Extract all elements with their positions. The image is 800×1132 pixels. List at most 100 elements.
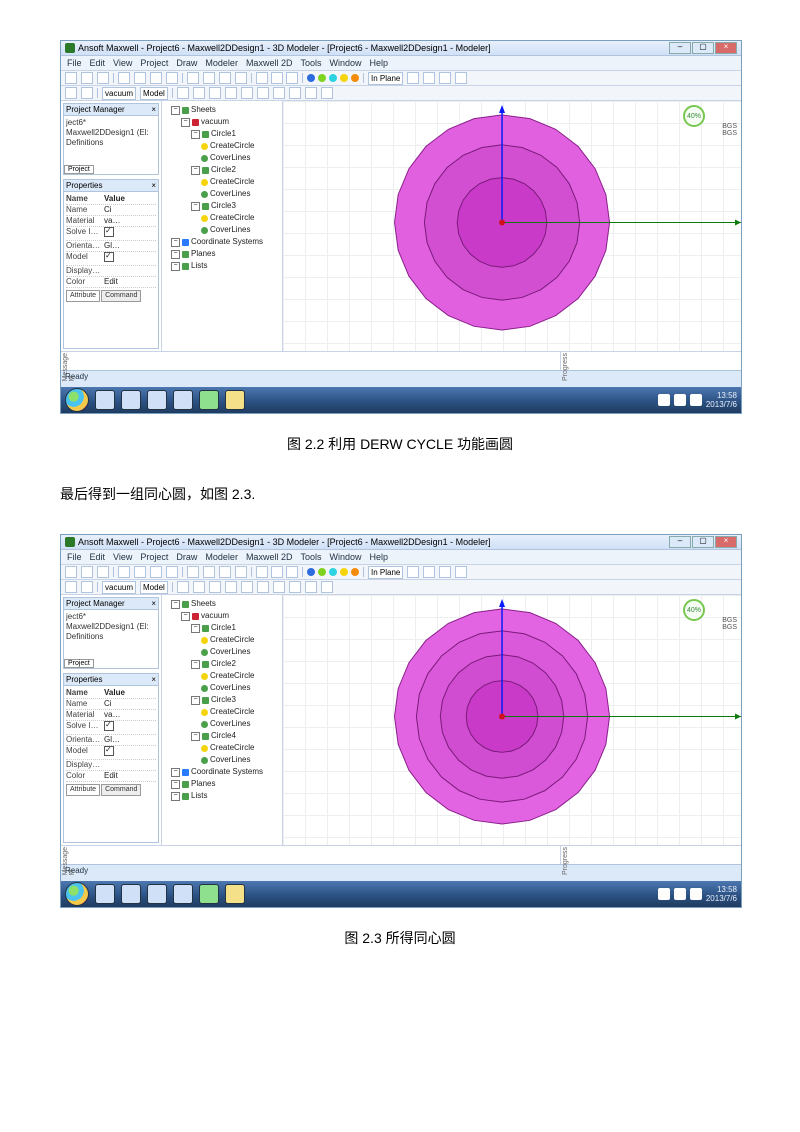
tray-icon[interactable]	[674, 888, 686, 900]
tool-button[interactable]	[439, 72, 451, 84]
tree-row[interactable]: −Circle1	[165, 622, 279, 634]
color-swatch[interactable]	[307, 568, 315, 576]
expand-icon[interactable]: −	[181, 118, 190, 127]
menu-project[interactable]: Project	[140, 58, 168, 68]
tool-button[interactable]	[225, 87, 237, 99]
pm-line[interactable]: Maxwell2DDesign1 (El:	[66, 622, 156, 632]
tree-row[interactable]: −Planes	[165, 778, 279, 790]
tray-icon[interactable]	[674, 394, 686, 406]
color-swatch[interactable]	[307, 74, 315, 82]
prop-val[interactable]: Edit	[104, 771, 156, 781]
menu-maxwell2d[interactable]: Maxwell 2D	[246, 58, 293, 68]
expand-icon[interactable]: −	[171, 106, 180, 115]
plane-select[interactable]: In Plane	[368, 72, 403, 85]
tray-icon[interactable]	[658, 394, 670, 406]
tool-button[interactable]	[134, 72, 146, 84]
menu-view[interactable]: View	[113, 58, 132, 68]
tool-button[interactable]	[97, 72, 109, 84]
expand-icon[interactable]: −	[191, 660, 200, 669]
tool-button[interactable]	[177, 581, 189, 593]
panel-pin-icon[interactable]: ×	[151, 181, 156, 190]
tool-button[interactable]	[423, 72, 435, 84]
tree-row[interactable]: CreateCircle	[165, 212, 279, 224]
prop-val[interactable]	[104, 227, 156, 240]
material-select[interactable]: vacuum	[102, 87, 136, 100]
tree-row[interactable]: −Lists	[165, 790, 279, 802]
pm-line[interactable]: Definitions	[66, 138, 156, 148]
tool-button[interactable]	[209, 581, 221, 593]
menu-tools[interactable]: Tools	[300, 552, 321, 562]
tree-row[interactable]: CreateCircle	[165, 706, 279, 718]
tool-button[interactable]	[305, 87, 317, 99]
tool-button[interactable]	[65, 566, 77, 578]
model-select[interactable]: Model	[140, 87, 168, 100]
prop-val[interactable]	[104, 721, 156, 734]
shape-button[interactable]	[286, 566, 298, 578]
tree-row[interactable]: −Lists	[165, 260, 279, 272]
shape-button[interactable]	[256, 72, 268, 84]
tree-row[interactable]: −Circle3	[165, 200, 279, 212]
expand-icon[interactable]: −	[191, 166, 200, 175]
menu-draw[interactable]: Draw	[176, 552, 197, 562]
props-tab-attribute[interactable]: Attribute	[66, 290, 100, 302]
tool-button[interactable]	[81, 87, 93, 99]
tree-row[interactable]: −Coordinate Systems	[165, 766, 279, 778]
tree-row[interactable]: −Circle1	[165, 128, 279, 140]
tool-button[interactable]	[203, 566, 215, 578]
taskbar-icon[interactable]	[121, 390, 141, 410]
tree-row[interactable]: −vacuum	[165, 116, 279, 128]
color-swatch[interactable]	[329, 568, 337, 576]
color-swatch[interactable]	[340, 568, 348, 576]
close-button[interactable]: ×	[715, 42, 737, 54]
tool-button[interactable]	[321, 87, 333, 99]
tool-button[interactable]	[257, 581, 269, 593]
tool-button[interactable]	[219, 566, 231, 578]
color-swatch[interactable]	[329, 74, 337, 82]
color-swatch[interactable]	[351, 74, 359, 82]
panel-pin-icon[interactable]: ×	[151, 105, 156, 114]
minimize-button[interactable]: –	[669, 42, 691, 54]
tool-button[interactable]	[273, 87, 285, 99]
taskbar-icon[interactable]	[199, 884, 219, 904]
material-select[interactable]: vacuum	[102, 581, 136, 594]
tool-button[interactable]	[118, 72, 130, 84]
shape-button[interactable]	[286, 72, 298, 84]
prop-val[interactable]	[104, 760, 156, 770]
tool-button[interactable]	[455, 72, 467, 84]
menu-window[interactable]: Window	[329, 58, 361, 68]
tree-row[interactable]: CreateCircle	[165, 140, 279, 152]
tool-button[interactable]	[321, 581, 333, 593]
props-tab-command[interactable]: Command	[101, 290, 141, 302]
tool-button[interactable]	[439, 566, 451, 578]
tray-icon[interactable]	[690, 394, 702, 406]
expand-icon[interactable]: −	[191, 130, 200, 139]
expand-icon[interactable]: −	[171, 768, 180, 777]
expand-icon[interactable]: −	[181, 612, 190, 621]
tool-button[interactable]	[65, 72, 77, 84]
expand-icon[interactable]: −	[191, 696, 200, 705]
menu-edit[interactable]: Edit	[90, 58, 106, 68]
tool-button[interactable]	[257, 87, 269, 99]
tool-button[interactable]	[150, 566, 162, 578]
drawing-canvas[interactable]: 40% BGS BGS	[283, 101, 741, 351]
menu-file[interactable]: File	[67, 58, 82, 68]
tool-button[interactable]	[97, 566, 109, 578]
tree-row[interactable]: −Sheets	[165, 598, 279, 610]
tool-button[interactable]	[423, 566, 435, 578]
prop-val[interactable]	[104, 252, 156, 265]
tool-button[interactable]	[219, 72, 231, 84]
panel-pin-icon[interactable]: ×	[151, 675, 156, 684]
plane-select[interactable]: In Plane	[368, 566, 403, 579]
pm-tab[interactable]: Project	[64, 165, 94, 174]
menu-tools[interactable]: Tools	[300, 58, 321, 68]
pm-line[interactable]: Maxwell2DDesign1 (El:	[66, 128, 156, 138]
tree-row[interactable]: −Circle3	[165, 694, 279, 706]
tree-row[interactable]: CoverLines	[165, 682, 279, 694]
tool-button[interactable]	[289, 87, 301, 99]
pm-line[interactable]: Definitions	[66, 632, 156, 642]
prop-val[interactable]: Ci	[104, 205, 156, 215]
tree-row[interactable]: −Circle4	[165, 730, 279, 742]
menu-help[interactable]: Help	[369, 552, 388, 562]
tool-button[interactable]	[235, 566, 247, 578]
prop-val[interactable]: va…	[104, 710, 156, 720]
